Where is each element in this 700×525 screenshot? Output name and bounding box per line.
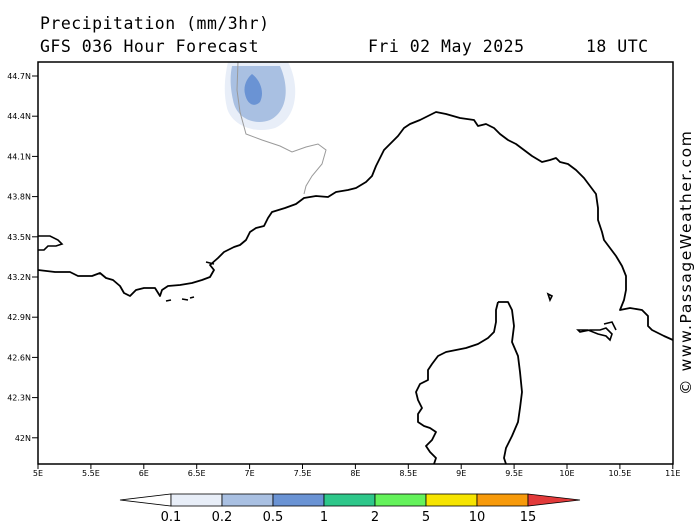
legend-label: 0.1: [161, 510, 182, 525]
lon-tick-label: 10E: [559, 469, 574, 478]
islands-tuscan: [546, 292, 554, 303]
lon-tick-label: 6E: [139, 469, 149, 478]
legend-swatch: [374, 493, 427, 507]
legend-swatch: [221, 493, 274, 507]
legend-high-arrow: [527, 493, 581, 507]
mainland-coastline: [38, 111, 673, 341]
legend-swatch: [272, 493, 325, 507]
legend-swatch: [425, 493, 478, 507]
legend-label: 5: [422, 510, 430, 525]
legend-label: 0.5: [263, 510, 284, 525]
latitude-axis: 44.7N 44.4N 44.1N 43.8N 43.5N 43.2N 42.9N 42.6N…: [7, 72, 38, 443]
lon-tick-label: 9E: [456, 469, 466, 478]
lon-tick-label: 6.5E: [188, 469, 206, 478]
longitude-axis: 5E 5.5E 6E 6.5E 7E 7.5E 8E 8.5E 9E 9.5E 10E 10.5E 11…: [33, 464, 680, 478]
legend-label: 15: [520, 510, 537, 525]
forecast-date: Fri 02 May 2025: [368, 37, 525, 56]
precipitation-area: [224, 62, 296, 130]
legend-swatch: [323, 493, 376, 507]
map-title: Precipitation (mm/3hr): [40, 14, 270, 33]
lon-tick-label: 9.5E: [505, 469, 523, 478]
lat-tick-label: 42.6N: [7, 353, 31, 362]
legend-swatch: [476, 493, 529, 507]
corsica-coastline: [415, 301, 499, 464]
legend-label: 10: [469, 510, 486, 525]
lon-tick-label: 5E: [33, 469, 43, 478]
legend-label: 2: [371, 510, 379, 525]
lon-tick-label: 10.5E: [608, 469, 631, 478]
lat-tick-label: 44.1N: [7, 152, 31, 161]
lon-tick-label: 7.5E: [294, 469, 312, 478]
lat-tick-label: 42N: [15, 434, 31, 443]
lat-tick-label: 42.9N: [7, 313, 31, 322]
forecast-subtitle: GFS 036 Hour Forecast: [40, 37, 260, 56]
legend-label: 0.2: [212, 510, 233, 525]
lon-tick-label: 7E: [245, 469, 255, 478]
legend-label: 1: [320, 510, 328, 525]
islands-hyeres: [165, 296, 195, 302]
lon-tick-label: 11E: [665, 469, 680, 478]
lat-tick-label: 43.5N: [7, 233, 31, 242]
lon-tick-label: 8.5E: [399, 469, 417, 478]
precipitation-legend: 0.1 0.2 0.5 1 2 5 10 15: [119, 493, 581, 525]
lat-tick-label: 42.3N: [7, 394, 31, 403]
lat-tick-label: 44.7N: [7, 72, 31, 81]
lat-tick-label: 43.8N: [7, 193, 31, 202]
national-border: [236, 62, 327, 195]
lon-tick-label: 5.5E: [82, 469, 100, 478]
legend-low-arrow: [119, 493, 172, 507]
forecast-time: 18 UTC: [586, 37, 649, 56]
lon-tick-label: 8E: [350, 469, 360, 478]
legend-swatch: [170, 493, 223, 507]
map-frame: [37, 61, 674, 465]
lat-tick-label: 43.2N: [7, 273, 31, 282]
lat-tick-label: 44.4N: [7, 112, 31, 121]
